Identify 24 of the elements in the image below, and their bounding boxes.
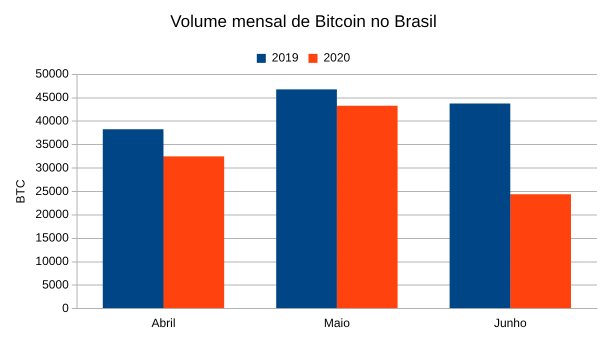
x-tick-label: Abril bbox=[151, 316, 176, 330]
legend-label: 2019 bbox=[272, 50, 299, 65]
y-axis-title: BTC bbox=[14, 179, 28, 204]
y-tick-label: 50000 bbox=[35, 66, 70, 81]
legend-label: 2020 bbox=[324, 50, 351, 65]
x-tick-label: Maio bbox=[324, 316, 350, 330]
chart-title: Volume mensal de Bitcoin no Brasil bbox=[170, 12, 437, 31]
y-tick-label: 15000 bbox=[35, 230, 70, 245]
y-tick-label: 45000 bbox=[35, 90, 70, 104]
y-tick-label: 10000 bbox=[35, 254, 70, 268]
bar bbox=[510, 194, 571, 308]
bar bbox=[450, 103, 510, 308]
y-tick-label: 25000 bbox=[35, 184, 70, 198]
bar bbox=[102, 129, 164, 308]
y-tick-label: 5000 bbox=[42, 277, 70, 292]
bar bbox=[163, 156, 224, 308]
y-tick-label: 35000 bbox=[35, 136, 70, 151]
bar bbox=[276, 89, 337, 308]
y-tick-label: 40000 bbox=[35, 114, 70, 128]
y-tick-label: 0 bbox=[62, 300, 70, 315]
x-tick-label: Junho bbox=[494, 316, 527, 330]
y-tick-label: 20000 bbox=[35, 207, 70, 222]
y-tick-label: 30000 bbox=[35, 160, 70, 174]
bar bbox=[336, 106, 398, 308]
